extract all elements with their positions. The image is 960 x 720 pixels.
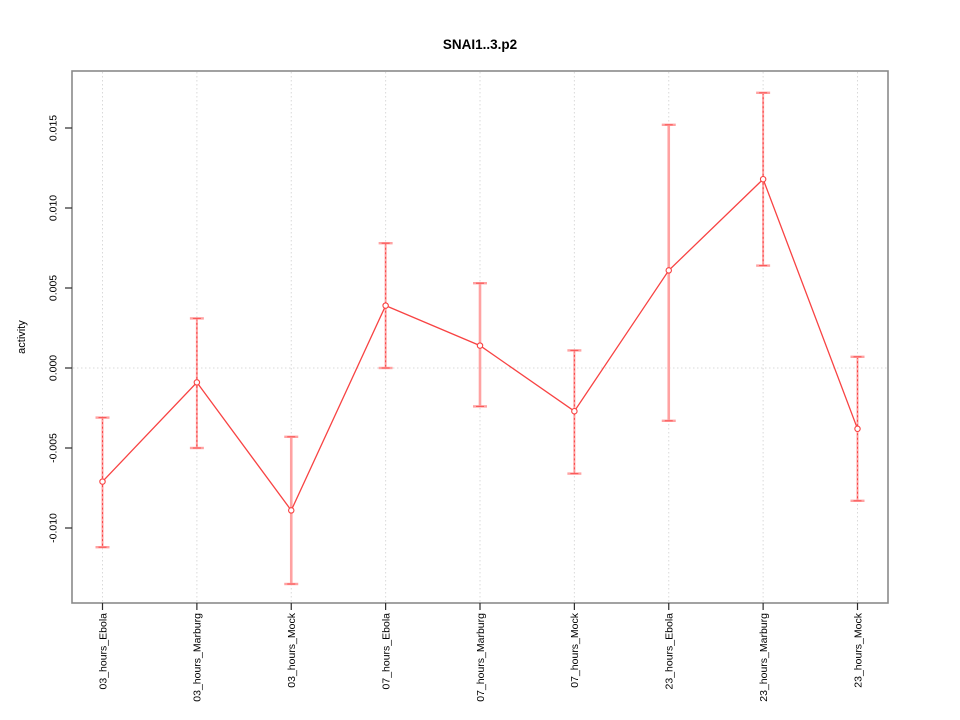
y-tick-label: -0.010: [48, 513, 60, 543]
data-point-marker: [287, 507, 295, 514]
data-point-marker: [382, 302, 389, 309]
data-point-marker: [759, 175, 767, 183]
x-tick-label: 07_hours_Marburg: [475, 613, 487, 702]
x-tick-label: 03_hours_Mock: [286, 612, 298, 687]
x-tick-label: 03_hours_Marburg: [192, 613, 204, 702]
y-tick-label: -0.005: [48, 433, 60, 463]
x-tick-label: 03_hours_Ebola: [97, 613, 109, 690]
x-tick-label: 23_hours_Ebola: [664, 613, 676, 690]
data-point-marker: [99, 478, 106, 485]
data-point-marker: [665, 267, 672, 274]
x-tick-label: 07_hours_Mock: [569, 612, 581, 687]
data-point-marker: [193, 379, 201, 386]
y-axis-label: activity: [16, 320, 28, 354]
data-point-marker: [854, 425, 861, 433]
x-tick-label: 07_hours_Ebola: [380, 613, 392, 690]
y-tick-label: 0.010: [48, 195, 60, 221]
data-point-marker: [571, 407, 578, 415]
chart-title: SNAI1..3.p2: [443, 37, 517, 52]
y-tick-label: 0.000: [48, 355, 60, 381]
x-tick-label: 23_hours_Marburg: [758, 613, 770, 702]
x-tick-label: 23_hours_Mock: [852, 612, 864, 687]
y-tick-label: 0.005: [48, 275, 60, 301]
data-point-marker: [476, 342, 484, 349]
y-tick-label: 0.015: [48, 115, 60, 141]
